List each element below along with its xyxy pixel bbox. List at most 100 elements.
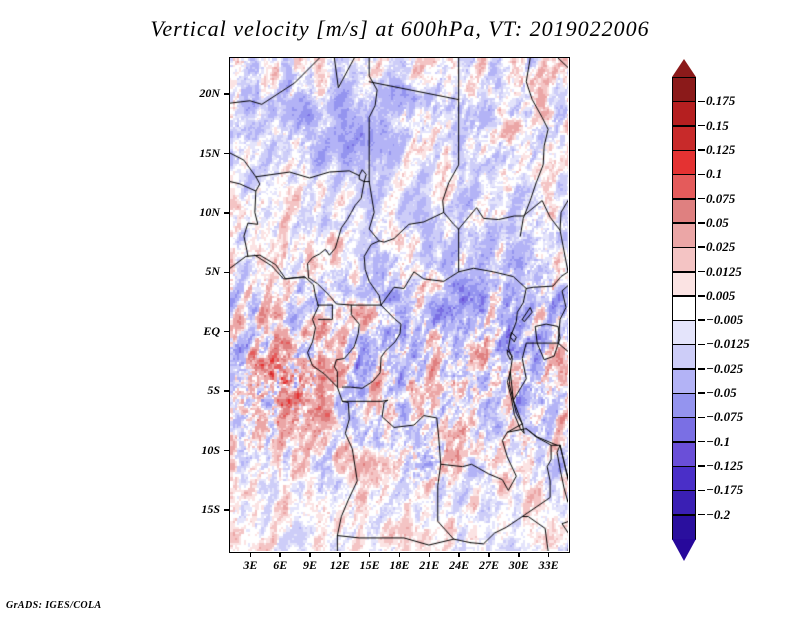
x-axis-label: 9E: [303, 558, 318, 572]
x-axis-tick: [279, 552, 281, 557]
y-axis-label: 15N: [199, 145, 220, 160]
colorbar-tick: [698, 295, 705, 297]
x-axis-label: 6E: [273, 558, 288, 572]
x-axis-tick: [398, 552, 401, 557]
colorbar: [672, 59, 696, 561]
colorbar-band: [672, 149, 696, 175]
colorbar-tick-label: −0.075: [706, 409, 744, 425]
colorbar-band: [672, 77, 696, 102]
y-axis-tick: [224, 93, 229, 95]
x-axis-label: 12E: [329, 558, 350, 572]
x-axis-label: 24E: [449, 558, 470, 572]
colorbar-tick: [698, 222, 705, 224]
x-axis-tick: [428, 552, 431, 557]
colorbar-tick: [698, 100, 705, 103]
colorbar-tick: [698, 149, 705, 151]
colorbar-band: [672, 222, 696, 248]
colorbar-band: [672, 417, 696, 443]
y-axis-label: 5N: [205, 264, 220, 279]
colorbar-arrow-max: [672, 59, 696, 77]
colorbar-tick-label: −0.0125: [706, 336, 750, 352]
colorbar-band: [672, 490, 696, 516]
colorbar-band: [672, 247, 696, 273]
colorbar-tick: [698, 124, 705, 127]
colorbar-band: [672, 466, 696, 491]
colorbar-tick-label: 0.175: [706, 93, 736, 109]
colorbar-tick-label: 0.075: [706, 190, 736, 206]
colorbar-tick-label: −0.025: [706, 360, 744, 376]
colorbar-band: [672, 368, 696, 394]
colorbar-tick-label: 0.15: [706, 117, 729, 133]
y-axis-label: 15S: [201, 501, 220, 516]
colorbar-tick-label: 0.05: [706, 214, 729, 230]
colorbar-tick: [698, 173, 705, 175]
colorbar-tick: [698, 392, 705, 394]
colorbar-tick-label: 0.025: [706, 239, 736, 255]
colorbar-tick: [698, 513, 705, 516]
x-axis-tick: [339, 552, 341, 557]
y-axis-label: 10S: [201, 442, 220, 457]
y-axis-tick: [224, 152, 229, 155]
colorbar-tick-label: 0.125: [706, 141, 736, 157]
colorbar-tick-label: 0.1: [706, 166, 723, 182]
x-axis-label: 33E: [538, 558, 559, 572]
y-axis-tick: [224, 449, 229, 452]
y-axis-tick: [224, 330, 229, 333]
colorbar-band: [672, 320, 696, 346]
colorbar-band: [672, 174, 696, 200]
x-axis-label: 18E: [389, 558, 410, 572]
x-axis-tick: [309, 552, 311, 557]
colorbar-tick-label: −0.125: [706, 458, 744, 474]
colorbar-tick: [698, 489, 705, 492]
colorbar-tick-label: −0.05: [706, 385, 737, 401]
x-axis-tick: [547, 552, 550, 557]
page-title: Vertical velocity [m/s] at 600hPa, VT: 2…: [150, 16, 650, 41]
grads-credit: GrADS: IGES/COLA: [6, 600, 102, 611]
y-axis-label: EQ: [203, 323, 220, 338]
colorbar-tick: [698, 440, 705, 443]
colorbar-tick-label: −0.2: [706, 506, 731, 522]
colorbar-tick: [698, 368, 705, 370]
colorbar-band: [672, 441, 696, 467]
x-axis-label: 30E: [508, 558, 529, 572]
colorbar-band: [672, 125, 696, 151]
vertical-velocity-field: [230, 58, 568, 551]
y-axis-tick: [224, 390, 229, 392]
x-axis-label: 3E: [243, 558, 258, 572]
colorbar-band: [672, 514, 696, 540]
y-axis-tick: [224, 271, 229, 274]
colorbar-tick-label: 0.0125: [706, 263, 742, 279]
x-axis-tick: [458, 552, 460, 557]
colorbar-tick: [698, 270, 705, 273]
y-axis-tick: [224, 212, 229, 214]
x-axis-tick: [249, 552, 252, 557]
x-axis-tick: [518, 552, 520, 557]
y-axis-label: 5S: [207, 383, 220, 398]
colorbar-tick-label: −0.1: [706, 433, 731, 449]
colorbar-band: [672, 295, 696, 321]
colorbar-tick: [698, 319, 705, 321]
x-axis-label: 27E: [478, 558, 499, 572]
x-axis-label: 15E: [359, 558, 380, 572]
colorbar-tick-label: −0.005: [706, 312, 744, 328]
x-axis-tick: [488, 552, 490, 557]
colorbar-tick: [698, 416, 705, 419]
x-axis-label: 21E: [419, 558, 440, 572]
colorbar-band: [672, 393, 696, 418]
colorbar-band: [672, 101, 696, 127]
colorbar-band: [672, 271, 696, 297]
colorbar-band: [672, 344, 696, 370]
colorbar-tick-label: −0.175: [706, 482, 744, 498]
colorbar-tick: [698, 197, 705, 200]
y-axis-tick: [224, 509, 229, 511]
y-axis-label: 10N: [199, 204, 220, 219]
colorbar-tick-label: 0.005: [706, 287, 736, 303]
colorbar-band: [672, 198, 696, 224]
x-axis-tick: [368, 552, 371, 557]
colorbar-tick: [698, 343, 705, 346]
map-plot-area: [229, 57, 570, 553]
colorbar-arrow-min: [672, 539, 696, 561]
colorbar-tick: [698, 246, 705, 248]
y-axis-label: 20N: [199, 86, 220, 101]
colorbar-tick: [698, 465, 705, 467]
